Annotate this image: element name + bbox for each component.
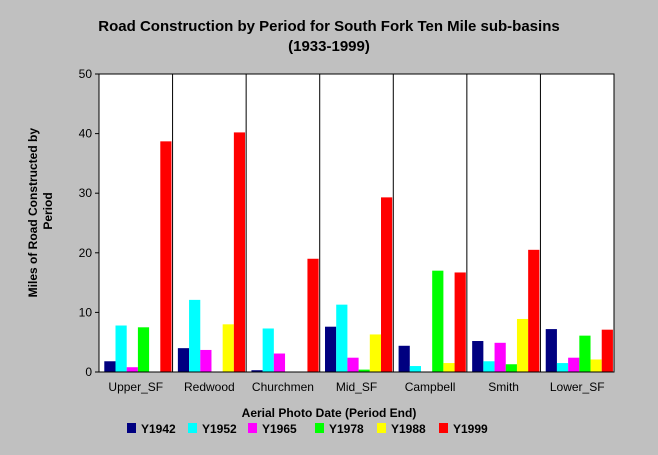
x-tick-label: Campbell — [405, 380, 456, 394]
bar-Y1978-Upper_SF — [137, 327, 150, 372]
y-tick-label: 20 — [79, 246, 93, 260]
bar-Y1978-Campbell — [432, 270, 444, 372]
legend-swatch-Y1978 — [315, 423, 324, 433]
legend-label-Y1999: Y1999 — [453, 422, 488, 436]
legend: Y1942 Y1952 Y1965 Y1978 Y1988 Y1999 — [127, 422, 488, 436]
y-tick-label: 50 — [79, 67, 93, 81]
x-tick-label: Smith — [488, 380, 519, 394]
bar-Y1999-Lower_SF — [601, 329, 613, 372]
y-tick-label: 30 — [79, 186, 93, 200]
bar-Y1988-Lower_SF — [590, 359, 602, 372]
bar-Y1942-Redwood — [177, 348, 190, 372]
bar-Y1965-Redwood — [200, 349, 212, 372]
legend-label-Y1978: Y1978 — [329, 422, 364, 436]
bar-Y1978-Lower_SF — [579, 335, 591, 372]
chart-subtitle: (1933-1999) — [288, 38, 370, 55]
chart-title: Road Construction by Period for South Fo… — [98, 18, 559, 35]
bar-Y1952-Lower_SF — [556, 363, 569, 372]
x-tick-label: Redwood — [184, 380, 235, 394]
bar-Y1988-Mid_SF — [369, 334, 382, 372]
bar-Y1952-Campbell — [409, 366, 421, 372]
bar-Y1999-Upper_SF — [160, 141, 172, 372]
legend-label-Y1988: Y1988 — [391, 422, 426, 436]
bar-Y1952-Redwood — [189, 299, 201, 372]
bar-Y1952-Mid_SF — [336, 304, 348, 372]
bar-Y1988-Campbell — [443, 363, 455, 372]
legend-swatch-Y1952 — [188, 423, 197, 433]
y-tick-label: 40 — [79, 127, 93, 141]
bar-Y1952-Upper_SF — [115, 325, 127, 372]
bar-Y1965-Lower_SF — [568, 357, 580, 372]
bar-Y1999-Redwood — [233, 132, 246, 372]
bar-Y1942-Churchmen — [251, 370, 263, 372]
plot-area: 0 10 20 30 40 50 Upper_SF Redwood Churchmen Mid_S… — [79, 67, 615, 394]
legend-label-Y1952: Y1952 — [202, 422, 237, 436]
legend-label-Y1942: Y1942 — [141, 422, 176, 436]
bar-Y1965-Mid_SF — [347, 357, 359, 372]
legend-swatch-Y1988 — [377, 423, 386, 433]
bar-Y1988-Redwood — [222, 324, 234, 372]
bar-Y1952-Smith — [483, 361, 495, 372]
legend-swatch-Y1965 — [248, 423, 257, 433]
y-tick-label: 10 — [79, 305, 93, 319]
x-axis-label: Aerial Photo Date (Period End) — [242, 406, 417, 420]
bar-Y1978-Mid_SF — [358, 369, 370, 372]
bar-Y1988-Smith — [516, 318, 529, 372]
bar-Y1978-Smith — [505, 364, 517, 372]
bar-Y1965-Smith — [494, 342, 506, 372]
y-axis-label: Miles of Road Constructed by Period — [26, 125, 55, 298]
y-tick-label: 0 — [85, 365, 92, 379]
legend-label-Y1965: Y1965 — [262, 422, 297, 436]
bar-Y1999-Churchmen — [307, 258, 319, 372]
x-tick-label: Mid_SF — [336, 380, 377, 394]
bar-Y1999-Mid_SF — [381, 197, 393, 372]
bar-Y1942-Mid_SF — [325, 326, 337, 372]
legend-swatch-Y1942 — [127, 423, 136, 433]
bar-Y1942-Campbell — [398, 345, 410, 372]
plot-border — [98, 73, 615, 373]
y-axis-label-line-2: Period — [41, 192, 55, 229]
bar-Y1942-Lower_SF — [545, 329, 557, 372]
legend-swatch-Y1999 — [439, 423, 448, 433]
bar-Y1999-Campbell — [454, 272, 466, 372]
x-tick-label: Lower_SF — [550, 380, 605, 394]
bar-Y1999-Smith — [528, 249, 540, 372]
y-axis-label-line-1: Miles of Road Constructed by — [26, 128, 40, 298]
bar-Y1942-Upper_SF — [104, 361, 116, 372]
x-tick-label: Churchmen — [252, 380, 314, 394]
bar-Y1942-Smith — [472, 341, 484, 372]
x-tick-label: Upper_SF — [108, 380, 163, 394]
bar-Y1952-Churchmen — [262, 328, 274, 372]
bar-Y1965-Churchmen — [273, 353, 286, 372]
bar-Y1965-Upper_SF — [126, 367, 138, 372]
